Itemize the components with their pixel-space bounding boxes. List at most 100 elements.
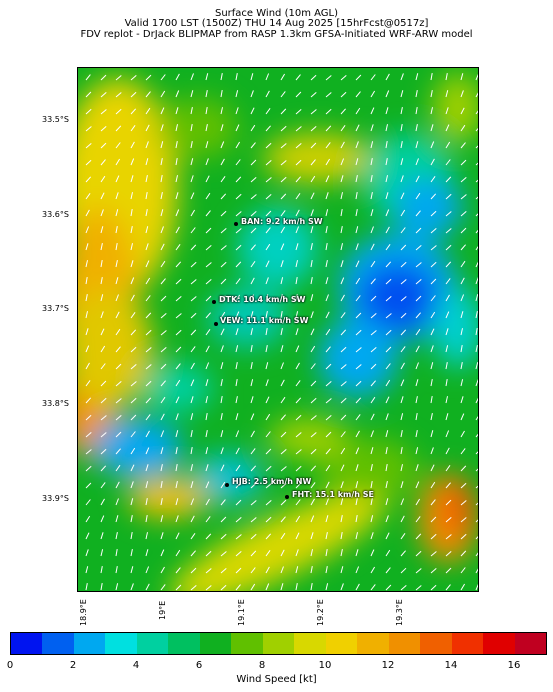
wind-arrow — [460, 533, 467, 540]
wind-arrow — [325, 311, 330, 319]
colorbar-segment — [294, 633, 326, 654]
wind-arrow — [370, 74, 376, 81]
wind-arrow — [235, 362, 238, 370]
wind-arrow — [265, 142, 272, 149]
wind-arrow — [460, 448, 466, 455]
wind-arrow — [190, 379, 195, 387]
wind-arrow — [190, 141, 193, 149]
wind-arrow — [355, 414, 361, 421]
wind-arrow — [160, 330, 167, 336]
wind-arrow — [430, 430, 434, 438]
wind-arrow — [250, 177, 257, 183]
wind-arrow — [325, 464, 331, 472]
wind-arrow — [250, 244, 256, 251]
wind-arrow — [220, 396, 223, 404]
wind-arrow — [280, 176, 287, 183]
wind-arrow — [415, 192, 421, 200]
wind-arrow — [220, 584, 227, 591]
wind-arrow — [235, 193, 242, 200]
wind-arrow — [145, 295, 151, 302]
wind-arrow — [205, 481, 210, 489]
wind-arrow — [220, 481, 226, 489]
wind-arrow — [460, 500, 467, 506]
wind-arrow — [445, 294, 450, 302]
wind-arrow — [160, 175, 163, 183]
wind-arrow — [220, 158, 225, 166]
wind-arrow — [265, 243, 271, 251]
wind-arrow — [265, 465, 272, 472]
wind-arrow — [460, 413, 465, 421]
wind-arrow — [460, 567, 466, 574]
wind-arrow — [460, 465, 467, 472]
wind-arrow — [295, 532, 300, 540]
wind-arrow — [475, 245, 478, 251]
wind-arrow — [310, 209, 314, 217]
wind-arrow — [220, 261, 227, 268]
wind-arrow — [130, 583, 134, 591]
wind-arrow — [355, 192, 358, 200]
wind-arrow — [175, 430, 179, 438]
wind-arrow — [445, 551, 452, 557]
wind-arrow — [160, 124, 164, 132]
wind-arrow — [160, 515, 164, 523]
wind-arrow — [265, 125, 271, 132]
wind-arrow — [265, 500, 272, 506]
wind-arrow — [175, 141, 178, 149]
wind-arrow — [145, 124, 150, 132]
wind-arrow — [340, 346, 347, 353]
wind-arrow — [385, 226, 390, 234]
wind-arrow — [385, 73, 390, 81]
wind-arrow — [355, 498, 358, 506]
wind-arrow — [340, 141, 345, 149]
wind-arrow — [85, 499, 91, 506]
wind-arrow — [115, 398, 122, 404]
wind-field — [78, 68, 478, 591]
wind-arrow — [355, 430, 360, 438]
wind-arrow — [385, 396, 390, 404]
wind-arrow — [175, 447, 178, 455]
wind-speed-colorbar — [10, 632, 547, 655]
wind-arrow — [250, 194, 257, 200]
wind-arrow — [190, 73, 194, 81]
wind-arrow — [370, 498, 373, 506]
wind-arrow — [310, 482, 316, 489]
wind-arrow — [265, 73, 270, 81]
wind-arrow — [325, 142, 331, 149]
wind-arrow — [385, 481, 388, 489]
wind-arrow — [355, 91, 361, 98]
wind-arrow — [295, 176, 301, 183]
wind-arrow — [400, 312, 407, 319]
wind-arrow — [445, 430, 450, 438]
wind-arrow — [175, 379, 181, 387]
station-dot-vew — [214, 322, 218, 326]
wind-arrow — [235, 261, 242, 268]
wind-arrow — [475, 485, 478, 489]
wind-arrow — [475, 110, 478, 115]
wind-arrow — [190, 481, 194, 489]
wind-arrow — [370, 192, 373, 200]
wind-arrow — [475, 415, 478, 421]
wind-arrow — [445, 261, 452, 268]
wind-arrow — [310, 126, 317, 132]
wind-arrow — [160, 396, 166, 404]
colorbar-segment — [231, 633, 263, 654]
lon-label-19-1: 19.1°E — [237, 599, 246, 626]
wind-arrow — [340, 294, 345, 302]
wind-arrow — [355, 481, 359, 489]
wind-arrow — [115, 277, 119, 285]
wind-arrow — [400, 346, 406, 353]
wind-arrow — [175, 363, 181, 370]
wind-arrow — [370, 464, 373, 472]
wind-arrow — [145, 277, 151, 285]
station-label-fht: FHT: 15.1 km/h SE — [292, 490, 374, 499]
wind-arrow — [115, 532, 118, 540]
wind-arrow — [130, 209, 133, 217]
wind-arrow — [310, 277, 313, 285]
lat-label-33-5: 33.5°S — [42, 115, 69, 124]
wind-arrow — [175, 481, 178, 489]
wind-arrow — [160, 380, 166, 387]
wind-arrow — [430, 345, 434, 353]
wind-arrow — [385, 244, 391, 251]
wind-arrow — [85, 159, 92, 166]
wind-arrow — [235, 345, 239, 353]
